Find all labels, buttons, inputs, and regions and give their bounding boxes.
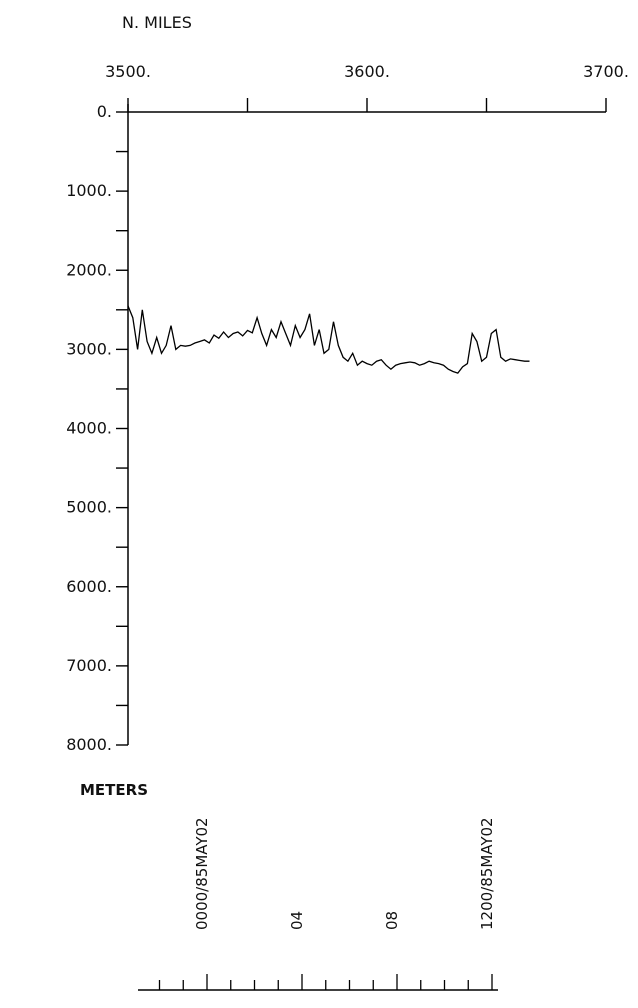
y-tick-label: 4000. bbox=[66, 419, 112, 438]
x-tick-label: 3500. bbox=[105, 62, 151, 81]
time-label: 1200/85MAY02 bbox=[478, 817, 496, 930]
y-tick-label: 3000. bbox=[66, 339, 112, 358]
y-tick-label: 6000. bbox=[66, 577, 112, 596]
depth-profile-line bbox=[127, 305, 530, 374]
x-axis-label: N. MILES bbox=[122, 13, 192, 32]
y-tick-label: 0. bbox=[97, 102, 112, 121]
time-label: 04 bbox=[288, 911, 306, 930]
y-tick-label: 1000. bbox=[66, 181, 112, 200]
y-tick-label: 7000. bbox=[66, 656, 112, 675]
y-axis-label: METERS bbox=[80, 781, 148, 799]
time-label: 08 bbox=[383, 911, 401, 930]
x-tick-label: 3700. bbox=[583, 62, 629, 81]
x-tick-label: 3600. bbox=[344, 62, 390, 81]
y-tick-label: 5000. bbox=[66, 498, 112, 517]
y-tick-label: 2000. bbox=[66, 260, 112, 279]
y-tick-label: 8000. bbox=[66, 735, 112, 754]
time-label: 0000/85MAY02 bbox=[193, 817, 211, 930]
